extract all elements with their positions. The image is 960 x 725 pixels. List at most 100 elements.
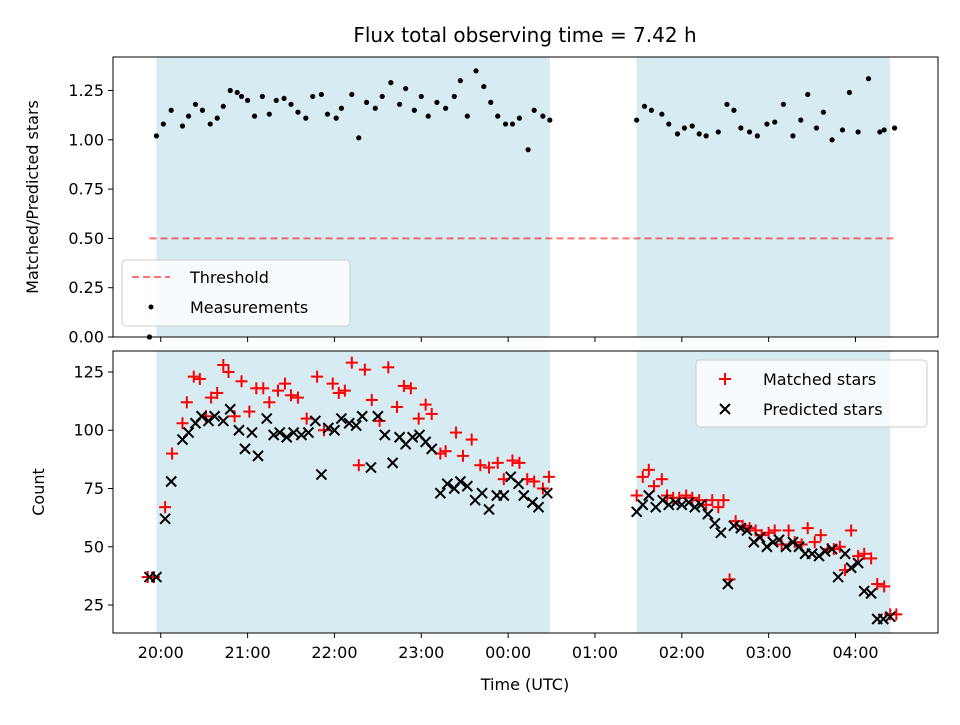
predicted-marker-d2 xyxy=(819,545,831,558)
measurement-point xyxy=(153,133,160,139)
matched-star-marker xyxy=(712,501,725,514)
matched-star-marker xyxy=(439,445,452,458)
matched-star-marker xyxy=(397,379,410,392)
predicted-star-marker xyxy=(159,513,171,525)
matched-star-marker xyxy=(180,396,193,409)
matched-star-marker xyxy=(278,377,291,390)
predicted-marker-d2 xyxy=(483,503,495,516)
measurement-point xyxy=(674,131,681,137)
predicted-marker-d2 xyxy=(826,543,838,555)
predicted-marker-d2 xyxy=(813,550,825,562)
top-legend-box xyxy=(121,259,351,327)
predicted-star-marker xyxy=(858,585,870,597)
measurement-point xyxy=(310,93,316,100)
measurements-legend-label: Measurements xyxy=(190,298,308,317)
predicted-star-marker xyxy=(356,410,368,422)
predicted-marker-d2 xyxy=(365,461,377,474)
matched-star-marker xyxy=(865,552,878,565)
predicted-star-marker xyxy=(274,426,286,439)
bottom-y-axis: 25 50 75 100 125 xyxy=(73,362,113,615)
matched-star-marker xyxy=(205,391,218,404)
predicted-star-marker xyxy=(483,503,495,516)
measurement-point xyxy=(388,80,394,86)
measurement-point xyxy=(648,107,655,113)
matched-star-marker xyxy=(833,540,846,553)
bottom-x-tick-label: 21:00 xyxy=(225,643,271,662)
measurement-point xyxy=(877,129,883,135)
bottom-x-tick-label: 23:00 xyxy=(398,643,444,662)
matched-star-marker xyxy=(871,578,884,591)
measurements-legend-swatch xyxy=(148,304,154,310)
top-y-axis: 0.00 0.25 0.50 0.75 1.00 1.25 xyxy=(68,81,113,347)
predicted-stars-series xyxy=(143,403,896,625)
predicted-marker-d2 xyxy=(526,496,539,509)
measurement-point xyxy=(488,99,494,105)
predicted-star-marker xyxy=(195,410,208,422)
predicted-marker-d2 xyxy=(372,410,384,422)
measurement-point xyxy=(443,105,449,111)
measurement-point xyxy=(318,91,325,98)
predicted-marker-d2 xyxy=(884,610,896,623)
measurement-point xyxy=(481,83,487,90)
top-y-tick-label: 0.50 xyxy=(68,229,104,248)
matched-star-marker xyxy=(332,386,345,399)
matched-star-marker xyxy=(318,424,331,437)
matched-star-marker xyxy=(300,412,313,425)
matched-star-marker xyxy=(338,384,351,397)
predicted-marker-d2 xyxy=(165,475,177,488)
predicted-marker-d2 xyxy=(657,494,669,506)
chart-title: Flux total observing time = 7.42 h xyxy=(353,23,696,47)
measurement-point xyxy=(696,131,702,137)
measurement-point xyxy=(855,129,861,135)
predicted-marker-d2 xyxy=(379,429,391,441)
bottom-x-axis: 20:00 21:00 22:00 23:00 00:00 01:00 02:00 03:00… xyxy=(138,633,879,662)
predicted-star-marker xyxy=(670,496,682,509)
matched-star-marker xyxy=(159,501,172,514)
matched-star-marker xyxy=(235,375,248,388)
predicted-star-marker xyxy=(328,424,341,436)
measurement-point xyxy=(839,127,846,133)
predicted-marker-d2 xyxy=(252,450,264,462)
predicted-star-marker xyxy=(532,501,545,513)
measurement-point xyxy=(220,103,226,109)
predicted-star-marker xyxy=(287,426,300,439)
measurement-point xyxy=(772,119,778,125)
predicted-marker-d2 xyxy=(406,431,419,443)
predicted-marker-d2 xyxy=(767,536,779,548)
measurement-point xyxy=(379,93,385,100)
predicted-star-marker xyxy=(182,426,195,439)
predicted-star-marker xyxy=(852,557,864,569)
measurement-point xyxy=(160,121,166,127)
measurement-point xyxy=(372,105,378,111)
matched-star-marker xyxy=(827,543,840,556)
matched-star-marker xyxy=(513,456,526,469)
predicted-marker-d2 xyxy=(274,426,286,439)
bottom-x-tick-label: 20:00 xyxy=(138,643,184,662)
measurement-point xyxy=(516,115,523,121)
predicted-marker-d2 xyxy=(182,426,195,439)
predicted-star-marker xyxy=(208,410,221,422)
predicted-star-marker xyxy=(379,429,391,441)
measurement-point xyxy=(846,89,853,96)
predicted-marker-d2 xyxy=(761,541,773,553)
predicted-star-marker xyxy=(261,412,273,425)
matched-legend-label: Matched stars xyxy=(763,370,876,389)
predicted-marker-d2 xyxy=(309,415,322,427)
matched-star-marker xyxy=(474,459,487,472)
measurement-point xyxy=(451,93,457,100)
predicted-marker-d2 xyxy=(261,412,273,425)
predicted-star-marker xyxy=(461,480,474,492)
matched-star-marker xyxy=(542,470,555,483)
predicted-star-marker xyxy=(877,613,889,625)
predicted-star-marker xyxy=(657,494,669,506)
measurement-point xyxy=(457,78,463,84)
matched-star-marker xyxy=(636,470,649,483)
predicted-star-marker xyxy=(315,468,328,481)
matched-star-marker xyxy=(345,356,358,369)
predicted-marker-d2 xyxy=(806,548,818,560)
predicted-legend-swatch xyxy=(719,403,731,415)
measurement-point xyxy=(703,133,709,139)
predicted-marker-d2 xyxy=(328,424,341,436)
predicted-marker-d2 xyxy=(735,522,747,534)
top-y-tick-label: 1.00 xyxy=(68,130,104,149)
